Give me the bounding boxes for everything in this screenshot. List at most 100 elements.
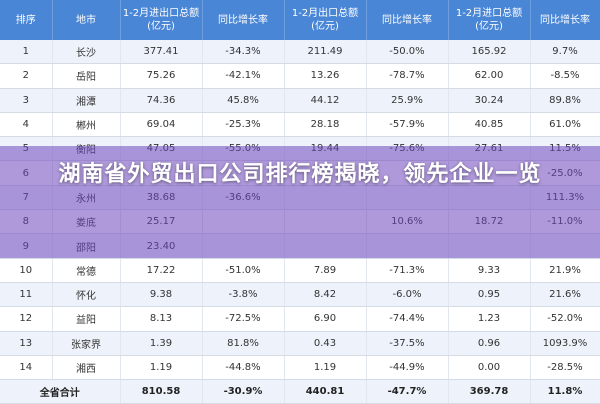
table-cell: 1.23: [448, 306, 531, 332]
column-header-label: 地市: [76, 14, 96, 26]
table-cell: -6.0%: [366, 282, 449, 308]
table-cell: 28.18: [284, 112, 367, 138]
table-cell: -57.9%: [366, 112, 449, 138]
table-cell: -44.8%: [202, 355, 285, 381]
table-cell: 11: [0, 282, 53, 308]
column-header-label: 1-2月进口总额: [455, 8, 523, 19]
table-row: 13 张家界 1.39 81.8% 0.43 -37.5% 0.96 1093.9%: [0, 331, 600, 356]
table-cell: 8.13: [120, 306, 203, 332]
column-header: 同比增长率: [366, 0, 449, 40]
table-cell: 74.36: [120, 88, 203, 113]
table-cell: 89.8%: [530, 88, 600, 113]
table-cell: 377.41: [120, 40, 203, 65]
column-header-label: 同比增长率: [218, 14, 268, 26]
table-cell: -44.9%: [366, 355, 449, 381]
table-cell: -74.4%: [366, 306, 449, 332]
table-row: 4 郴州 69.04 -25.3% 28.18 -57.9% 40.85 61.0%: [0, 112, 600, 138]
total-cell: -30.9%: [202, 379, 285, 404]
table-cell: 0.00: [448, 355, 531, 381]
table-cell: 常德: [52, 258, 121, 283]
table-cell: 0.43: [284, 331, 367, 356]
table-cell: 13: [0, 331, 53, 356]
table-cell: -50.0%: [366, 40, 449, 65]
total-cell: -47.7%: [366, 379, 449, 404]
table-cell: 4: [0, 112, 53, 138]
table-cell: 62.00: [448, 63, 531, 89]
table-cell: -52.0%: [530, 306, 600, 332]
table-cell: -28.5%: [530, 355, 600, 381]
column-header: 排序: [0, 0, 53, 40]
table-cell: 30.24: [448, 88, 531, 113]
table-cell: 张家界: [52, 331, 121, 356]
table-row: 11 怀化 9.38 -3.8% 8.42 -6.0% 0.95 21.6%: [0, 282, 600, 308]
table-cell: 岳阳: [52, 63, 121, 89]
table-cell: 1.19: [284, 355, 367, 381]
table-cell: 21.9%: [530, 258, 600, 283]
table-cell: 湘潭: [52, 88, 121, 113]
total-label: 全省合计: [0, 379, 121, 404]
total-cell: 810.58: [120, 379, 203, 404]
table-cell: 17.22: [120, 258, 203, 283]
column-header: 1-2月出口总额 (亿元): [284, 0, 367, 40]
column-header: 地市: [52, 0, 121, 40]
total-cell: 369.78: [448, 379, 531, 404]
table-cell: -51.0%: [202, 258, 285, 283]
table-header: 排序 地市 1-2月进出口总额 (亿元) 同比增长率 1-2月出口总额 (亿元) 同比增长率 1…: [0, 0, 600, 40]
column-header-label: 同比增长率: [540, 14, 590, 26]
table-cell: -78.7%: [366, 63, 449, 89]
column-header-label: 1-2月出口总额: [291, 8, 359, 19]
table-row: 2 岳阳 75.26 -42.1% 13.26 -78.7% 62.00 -8.5%: [0, 63, 600, 89]
table-cell: 25.9%: [366, 88, 449, 113]
table-cell: 44.12: [284, 88, 367, 113]
table-cell: 0.96: [448, 331, 531, 356]
column-header: 同比增长率: [202, 0, 285, 40]
table-cell: 40.85: [448, 112, 531, 138]
table-cell: 3: [0, 88, 53, 113]
table-cell: 怀化: [52, 282, 121, 308]
title-banner-overlay: [0, 146, 600, 258]
table-cell: 165.92: [448, 40, 531, 65]
table-cell: 45.8%: [202, 88, 285, 113]
banner-title: 湖南省外贸出口公司排行榜揭晓，领先企业一览: [58, 162, 542, 187]
table-cell: -72.5%: [202, 306, 285, 332]
table-cell: 21.6%: [530, 282, 600, 308]
table-row: 10 常德 17.22 -51.0% 7.89 -71.3% 9.33 21.9%: [0, 258, 600, 283]
total-cell: 440.81: [284, 379, 367, 404]
table-cell: -25.3%: [202, 112, 285, 138]
table-cell: 211.49: [284, 40, 367, 65]
table-cell: -42.1%: [202, 63, 285, 89]
table-cell: -71.3%: [366, 258, 449, 283]
table-cell: 8.42: [284, 282, 367, 308]
table-cell: 1: [0, 40, 53, 65]
table-cell: 7.89: [284, 258, 367, 283]
column-header: 1-2月进口总额 (亿元): [448, 0, 531, 40]
table-cell: 1.39: [120, 331, 203, 356]
table-cell: 长沙: [52, 40, 121, 65]
table-cell: 2: [0, 63, 53, 89]
table-cell: 1093.9%: [530, 331, 600, 356]
column-header-unit: (亿元): [147, 21, 175, 32]
table-cell: 10: [0, 258, 53, 283]
table-row: 3 湘潭 74.36 45.8% 44.12 25.9% 30.24 89.8%: [0, 88, 600, 113]
column-header: 1-2月进出口总额 (亿元): [120, 0, 203, 40]
total-cell: 11.8%: [530, 379, 600, 404]
column-header-label: 排序: [15, 14, 36, 26]
column-header-unit: (亿元): [311, 21, 339, 32]
table-row: 1 长沙 377.41 -34.3% 211.49 -50.0% 165.92 9.7%: [0, 40, 600, 65]
table-cell: 69.04: [120, 112, 203, 138]
table-cell: -3.8%: [202, 282, 285, 308]
table-cell: 12: [0, 306, 53, 332]
table-cell: 9.7%: [530, 40, 600, 65]
table-cell: 1.19: [120, 355, 203, 381]
table-cell: 湘西: [52, 355, 121, 381]
table-cell: 13.26: [284, 63, 367, 89]
column-header-unit: (亿元): [475, 21, 503, 32]
table-cell: 益阳: [52, 306, 121, 332]
table-cell: 14: [0, 355, 53, 381]
table-cell: 81.8%: [202, 331, 285, 356]
table-row: 14 湘西 1.19 -44.8% 1.19 -44.9% 0.00 -28.5%: [0, 355, 600, 381]
column-header: 同比增长率: [530, 0, 600, 40]
column-header-label: 同比增长率: [382, 14, 432, 26]
total-row: 全省合计 810.58 -30.9% 440.81 -47.7% 369.78 11.8%: [0, 379, 600, 404]
table-row: 12 益阳 8.13 -72.5% 6.90 -74.4% 1.23 -52.0%: [0, 306, 600, 332]
